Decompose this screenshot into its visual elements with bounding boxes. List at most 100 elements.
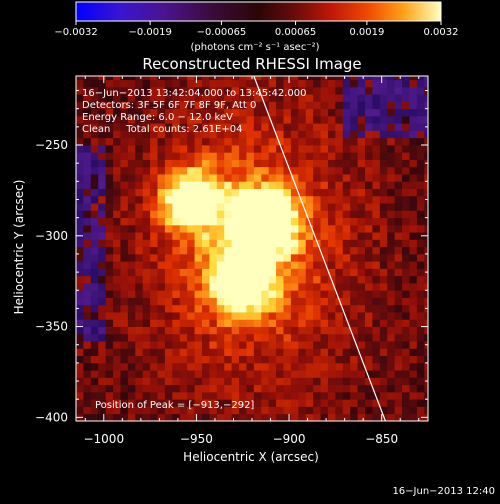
heatmap-cell [157, 159, 166, 168]
heatmap-cell [113, 399, 121, 407]
heatmap-cell [276, 166, 284, 175]
heatmap-cell [105, 246, 114, 255]
heatmap-cell [179, 333, 188, 342]
heatmap-cell [424, 188, 428, 197]
heatmap-cell [342, 123, 351, 131]
heatmap-cell [313, 166, 321, 175]
heatmap-cell [76, 239, 84, 248]
heatmap-cell [379, 195, 388, 204]
heatmap-cell [283, 94, 292, 102]
heatmap-cell [157, 246, 166, 255]
heatmap-cell [105, 239, 114, 248]
heatmap-cell [113, 101, 121, 110]
heatmap-cell [187, 108, 195, 117]
heatmap-cell [216, 406, 225, 415]
heatmap-cell [335, 123, 344, 131]
heatmap-cell [135, 108, 144, 117]
heatmap-cell [313, 123, 321, 131]
heatmap-cell [342, 362, 351, 371]
heatmap-cell [305, 79, 314, 88]
heatmap-cell [150, 79, 158, 88]
heatmap-cell [224, 224, 233, 233]
heatmap-cell [402, 384, 410, 393]
heatmap-cell [157, 210, 166, 219]
heatmap-cell [416, 152, 425, 160]
annotation-time-range: 16−Jun−2013 13:42:04.000 to 13:45:42.000 [82, 88, 307, 99]
heatmap-cell [365, 413, 373, 421]
heatmap-cell [298, 79, 307, 88]
heatmap-cell [209, 137, 218, 146]
heatmap-cell [342, 195, 351, 204]
heatmap-cell [76, 101, 84, 110]
heatmap-cell [320, 101, 329, 110]
heatmap-cell [424, 174, 428, 182]
heatmap-cell [253, 152, 262, 160]
heatmap-cell [268, 355, 277, 364]
heatmap-cell [268, 145, 277, 153]
heatmap-cell [150, 224, 158, 233]
heatmap-cell [387, 130, 396, 139]
heatmap-cell [98, 319, 107, 327]
heatmap-cell [298, 391, 307, 400]
heatmap-cell [402, 174, 410, 182]
heatmap-cell [127, 377, 136, 386]
heatmap-cell [231, 261, 240, 269]
heatmap-cell [76, 137, 84, 146]
heatmap-cell [313, 391, 321, 400]
heatmap-cell [216, 159, 225, 168]
heatmap-cell [261, 94, 270, 102]
heatmap-cell [424, 384, 428, 393]
heatmap-cell [379, 86, 388, 95]
heatmap-cell [135, 362, 144, 371]
heatmap-cell [342, 341, 351, 349]
heatmap-cell [135, 174, 144, 182]
heatmap-cell [216, 232, 225, 240]
heatmap-cell [90, 391, 99, 400]
heatmap-cell [379, 326, 388, 335]
heatmap-cell [365, 101, 373, 110]
heatmap-cell [83, 362, 92, 371]
heatmap-cell [379, 384, 388, 393]
heatmap-cell [253, 341, 262, 349]
heatmap-cell [127, 355, 136, 364]
heatmap-cell [150, 188, 158, 197]
heatmap-cell [409, 94, 418, 102]
heatmap-cell [402, 268, 410, 277]
heatmap-cell [416, 268, 425, 277]
heatmap-cell [283, 333, 292, 342]
heatmap-cell [305, 283, 314, 291]
heatmap-cell [231, 108, 240, 117]
heatmap-cell [98, 232, 107, 240]
heatmap-cell [327, 145, 336, 153]
heatmap-cell [283, 195, 292, 204]
heatmap-cell [113, 275, 121, 284]
heatmap-cell [305, 413, 314, 421]
heatmap-cell [179, 355, 188, 364]
heatmap-cell [387, 362, 396, 371]
heatmap-cell [327, 137, 336, 146]
heatmap-cell [372, 384, 381, 393]
heatmap-cell [98, 312, 107, 320]
heatmap-cell [379, 399, 388, 407]
heatmap-cell [320, 406, 329, 415]
heatmap-cell [231, 181, 240, 189]
heatmap-cell [283, 326, 292, 335]
heatmap-cell [239, 384, 247, 393]
heatmap-cell [201, 108, 210, 117]
heatmap-cell [187, 326, 195, 335]
heatmap-cell [224, 348, 233, 357]
heatmap-cell [76, 152, 84, 160]
heatmap-cell [83, 203, 92, 211]
heatmap-cell [402, 348, 410, 357]
heatmap-cell [239, 94, 247, 102]
heatmap-cell [387, 319, 396, 327]
heatmap-cell [142, 123, 151, 131]
heatmap-cell [194, 232, 203, 240]
heatmap-cell [253, 108, 262, 117]
annotation-total-counts: Clean Total counts: 2.61E+04 [82, 124, 242, 135]
heatmap-cell [342, 355, 351, 364]
heatmap-cell [327, 195, 336, 204]
heatmap-cell [276, 319, 284, 327]
heatmap-cell [253, 195, 262, 204]
heatmap-cell [327, 362, 336, 371]
